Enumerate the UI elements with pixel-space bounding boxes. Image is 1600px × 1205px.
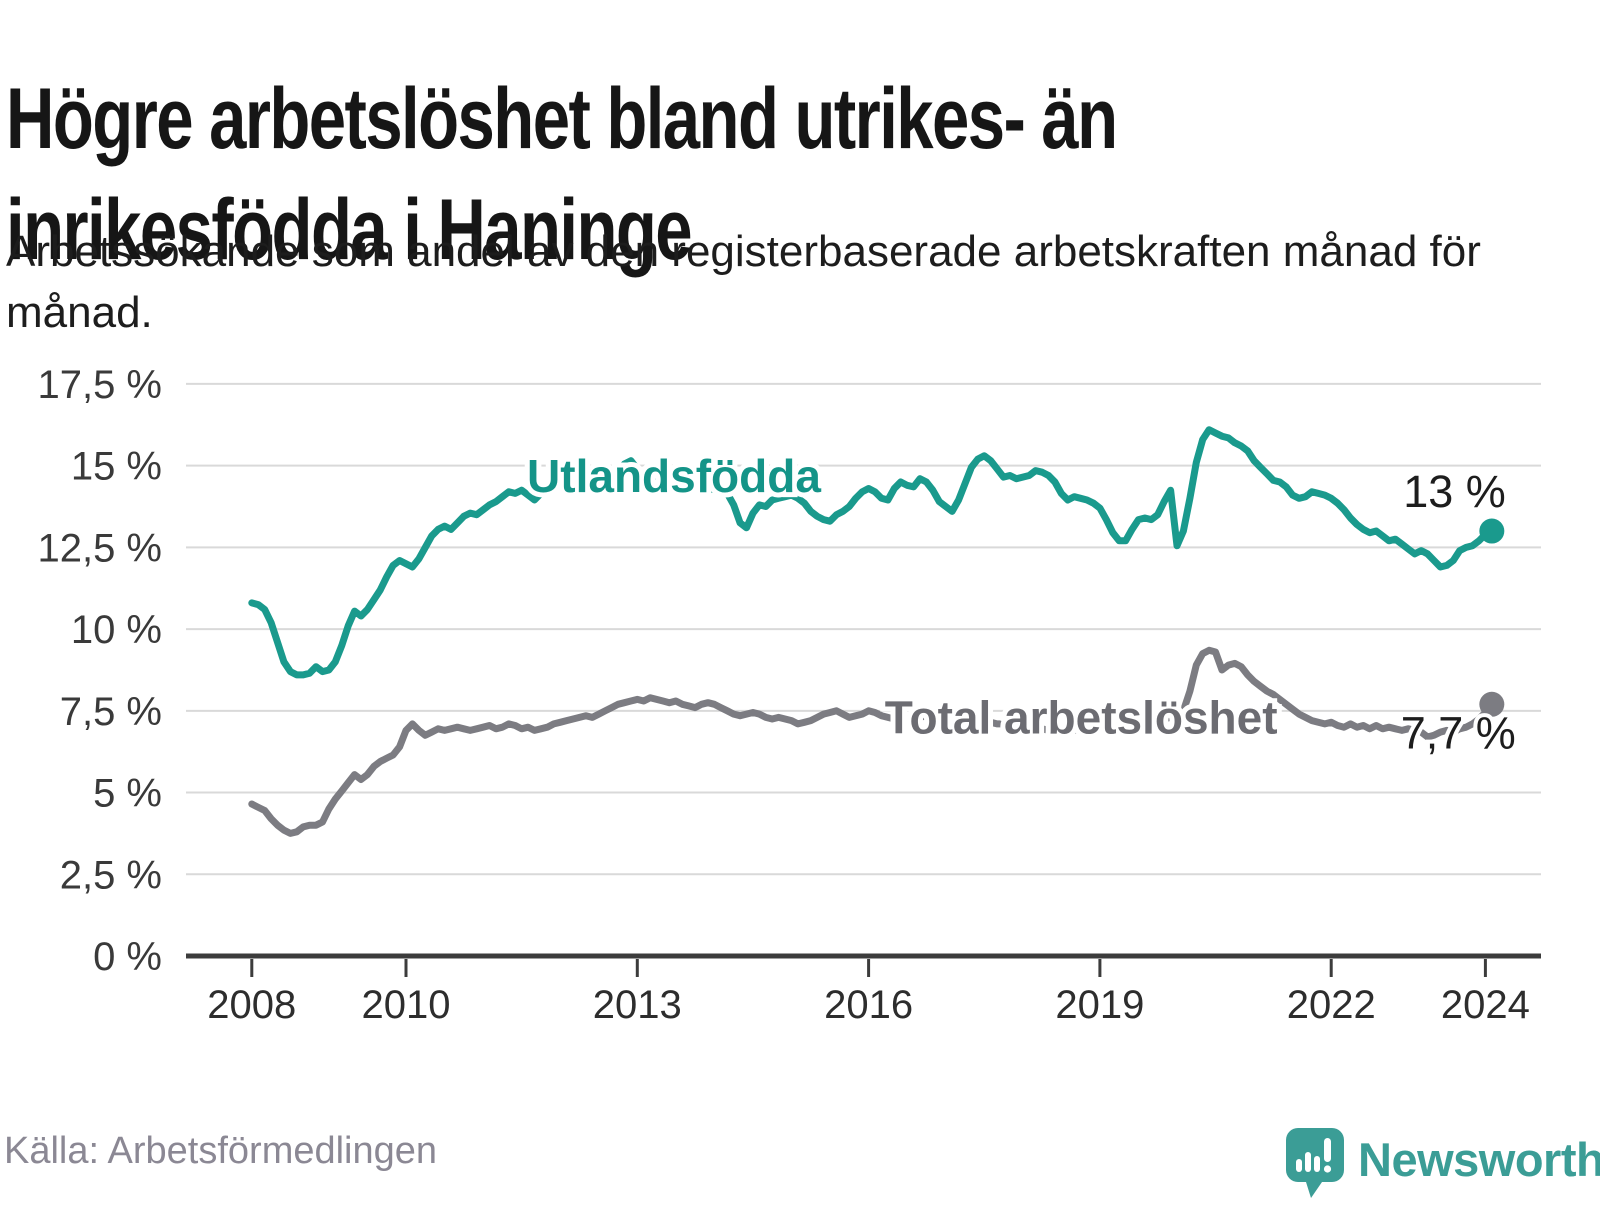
series-line-total-arbetslöshet — [248, 646, 1496, 837]
y-axis-tick-label: 0 % — [93, 935, 162, 979]
y-axis-tick-label: 17,5 % — [37, 363, 162, 407]
y-axis-tick-label: 10 % — [71, 608, 162, 652]
y-axis-tick-label: 5 % — [93, 772, 162, 816]
y-axis-tick-label: 7,5 % — [60, 690, 162, 734]
page-title: Högre arbetslöshet bland utrikes- än inr… — [6, 70, 1118, 279]
source-note: Källa: Arbetsförmedlingen — [4, 1130, 438, 1172]
series-label: Total arbetslöshet — [885, 692, 1278, 744]
newsworthy-logo: Newsworthy — [1286, 1128, 1600, 1200]
x-axis-tick-label: 2024 — [1441, 983, 1530, 1027]
x-axis-tick-label: 2010 — [362, 983, 451, 1027]
series-end-dot — [1479, 691, 1505, 717]
y-axis-tick-label: 15 % — [71, 445, 162, 489]
chart-subtitle: Arbetssökande som andel av den registerb… — [6, 227, 1481, 337]
newsworthy-bubble-icon — [1286, 1128, 1344, 1198]
newsworthy-brand-text: Newsworthy — [1358, 1133, 1600, 1186]
y-axis-tick-label: 12,5 % — [37, 526, 162, 570]
x-axis-tick-label: 2016 — [824, 983, 913, 1027]
series-end-dot — [1479, 518, 1505, 544]
y-axis-tick-label: 2,5 % — [60, 853, 162, 897]
series-label: Utlandsfödda — [527, 450, 821, 502]
x-axis-tick-label: 2019 — [1055, 983, 1144, 1027]
x-axis-tick-label: 2022 — [1287, 983, 1376, 1027]
series-end-value-label: 13 % — [1403, 466, 1506, 517]
series-line-utlandsfödda — [248, 426, 1496, 679]
x-axis-tick-label: 2008 — [207, 983, 296, 1027]
series-end-value-label: 7,7 % — [1401, 707, 1516, 758]
x-axis-tick-label: 2013 — [593, 983, 682, 1027]
